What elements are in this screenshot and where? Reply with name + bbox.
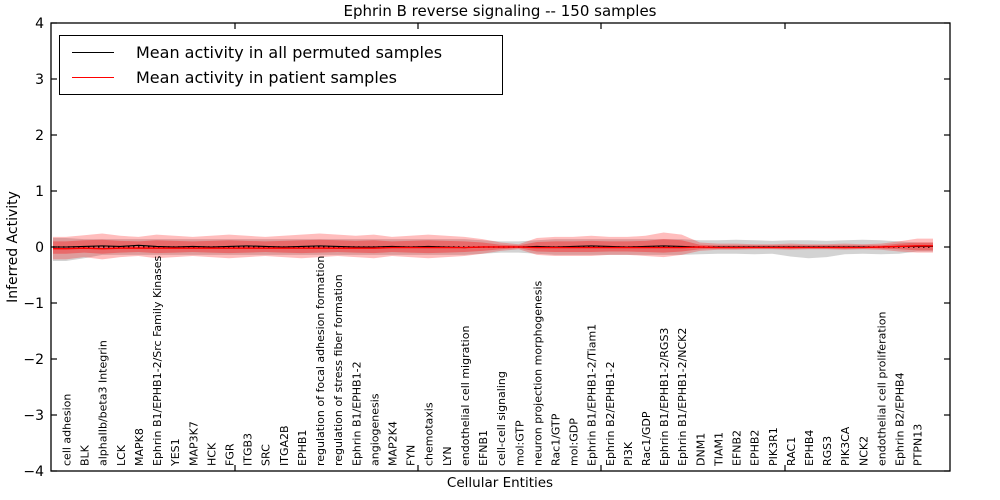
x-tick-label: ITGB3	[242, 433, 255, 466]
legend-item-patient: Mean activity in patient samples	[72, 65, 502, 90]
x-tick-label: Ephrin B1/EPHB1-2/NCK2	[676, 328, 689, 466]
x-tick-label: endothelial cell proliferation	[875, 312, 888, 466]
x-tick-label: mol:GDP	[568, 418, 581, 466]
y-tick-label: 1	[35, 184, 44, 200]
x-tick-label: cell adhesion	[61, 394, 74, 466]
x-tick-label: MAP3K7	[187, 421, 200, 466]
y-tick-label: 4	[35, 16, 44, 32]
x-tick-label: MAPK8	[133, 428, 146, 466]
x-tick-label: MAP2K4	[386, 421, 399, 466]
x-tick-label: Ephrin B1/EPHB1-2/Tiam1	[586, 324, 599, 466]
chart-title: Ephrin B reverse signaling -- 150 sample…	[343, 2, 657, 20]
y-tick-label: −2	[23, 352, 44, 368]
x-tick-label: NCK2	[857, 436, 870, 466]
x-tick-label: Rac1/GDP	[640, 411, 653, 466]
x-tick-label: FYN	[405, 445, 418, 466]
x-tick-label: EPHB1	[296, 430, 309, 466]
x-tick-label: TIAM1	[712, 432, 725, 467]
y-tick-label: 0	[35, 240, 44, 256]
x-tick-label: regulation of focal adhesion formation	[314, 256, 327, 466]
legend-item-permuted: Mean activity in all permuted samples	[72, 40, 502, 65]
x-tick-label: FGR	[223, 443, 236, 466]
black-line-swatch	[72, 52, 114, 53]
x-tick-label: Rac1/GTP	[549, 413, 562, 466]
x-tick-label: cell-cell signaling	[495, 371, 508, 466]
x-tick-label: mol:GTP	[513, 420, 526, 466]
y-tick-label: −3	[23, 408, 44, 424]
x-tick-label: PI3K	[622, 441, 635, 466]
x-tick-label: PTPN13	[912, 424, 925, 466]
x-tick-label: PIK3CA	[839, 426, 852, 466]
patient-samples-range-outer-band	[53, 232, 933, 260]
y-tick-label: 2	[35, 128, 44, 144]
red-line-swatch	[72, 77, 114, 78]
x-tick-label: HCK	[205, 442, 218, 466]
x-tick-label: ITGA2B	[278, 425, 291, 466]
x-tick-label: RGS3	[821, 436, 834, 466]
x-tick-label: BLK	[79, 444, 92, 466]
legend-box: Mean activity in all permuted samples Me…	[59, 35, 503, 95]
x-tick-label: YES1	[169, 438, 182, 467]
legend-label: Mean activity in all permuted samples	[136, 43, 443, 62]
x-tick-label: SRC	[260, 444, 273, 466]
x-tick-label: EPHB2	[749, 430, 762, 466]
x-tick-label: Ephrin B1/EPHB1-2/RGS3	[658, 328, 671, 466]
x-tick-label: Ephrin B1/EPHB1-2/Src Family Kinases	[151, 256, 164, 466]
x-tick-label: Ephrin B1/EPHB1-2	[350, 361, 363, 466]
x-tick-label: DNM1	[694, 433, 707, 466]
y-tick-label: −4	[23, 464, 44, 480]
x-tick-label: alphaIIb/beta3 Integrin	[97, 340, 110, 466]
x-tick-label: EPHB4	[803, 430, 816, 466]
x-tick-label: endothelial cell migration	[459, 326, 472, 466]
y-axis-label: Inferred Activity	[5, 191, 21, 303]
x-tick-label: regulation of stress fiber formation	[332, 274, 345, 466]
x-tick-label: RAC1	[785, 437, 798, 466]
x-tick-label: angiogenesis	[368, 393, 381, 466]
y-tick-label: −1	[23, 296, 44, 312]
y-tick-label: 3	[35, 72, 44, 88]
legend-label: Mean activity in patient samples	[136, 68, 397, 87]
x-tick-label: LYN	[441, 446, 454, 466]
x-tick-label: Ephrin B2/EPHB4	[894, 372, 907, 466]
patient-mean-line	[53, 245, 933, 250]
x-tick-label: chemotaxis	[423, 402, 436, 466]
x-tick-label: LCK	[115, 444, 128, 466]
x-tick-label: EFNB2	[731, 430, 744, 466]
x-tick-label: neuron projection morphogenesis	[531, 280, 544, 466]
x-tick-label: Ephrin B2/EPHB1-2	[604, 361, 617, 466]
x-tick-label: PIK3R1	[767, 427, 780, 466]
permuted-samples-range-band	[53, 238, 933, 261]
x-axis-label: Cellular Entities	[446, 475, 554, 491]
x-tick-label: EFNB1	[477, 430, 490, 466]
